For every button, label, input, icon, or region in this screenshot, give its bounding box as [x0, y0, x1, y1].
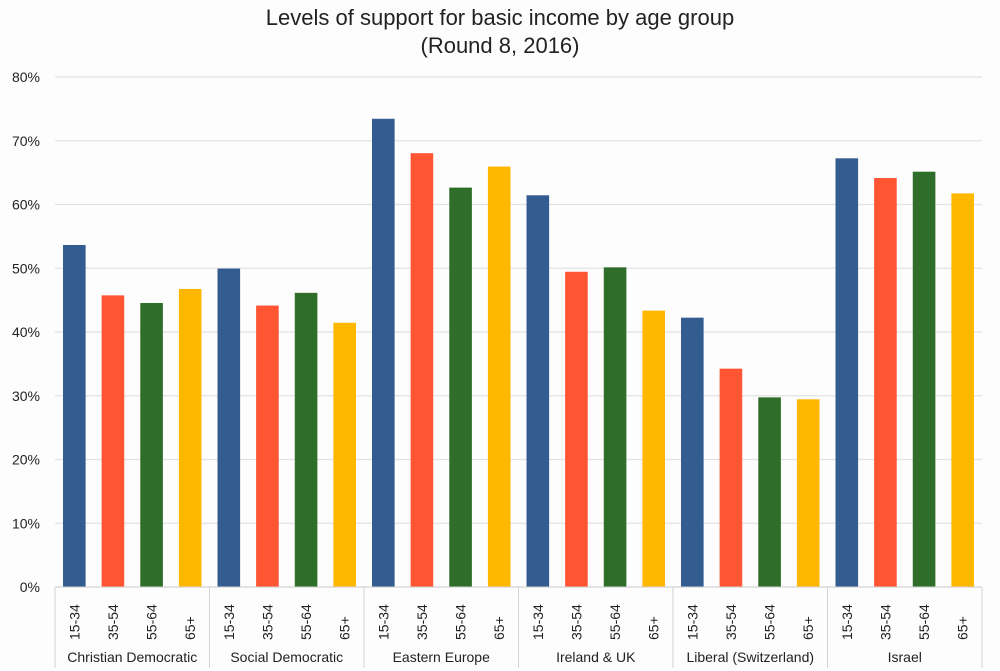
group-label: Christian Democratic: [67, 649, 197, 665]
bar-35-54: [256, 305, 279, 588]
bar-55-64: [449, 187, 472, 588]
x-tick-label: 15-34: [375, 604, 391, 640]
group-label: Social Democratic: [230, 649, 343, 665]
bars: [63, 118, 974, 588]
y-tick-label: 20%: [12, 452, 40, 468]
y-tick-label: 60%: [12, 197, 40, 213]
x-tick-label: 15-34: [66, 604, 82, 640]
x-tick-label: 65+: [800, 616, 816, 640]
bar-15-34: [681, 317, 704, 588]
group-label: Liberal (Switzerland): [686, 649, 814, 665]
x-tick-label: 65+: [491, 616, 507, 640]
y-tick-label: 0%: [20, 579, 40, 595]
x-tick-label: 15-34: [221, 604, 237, 640]
y-tick-label: 40%: [12, 324, 40, 340]
bar-35-54: [874, 178, 897, 588]
x-tick-label: 15-34: [530, 604, 546, 640]
x-tick-label: 15-34: [684, 604, 700, 640]
bar-55-64: [294, 292, 318, 588]
x-axis: 15-34 35-54 55-64 65+ Christian Democratic 15…: [54, 586, 983, 668]
bar-15-34: [526, 195, 550, 588]
bar-65+: [951, 193, 974, 588]
x-tick-label: 55-64: [916, 604, 932, 640]
bar-55-64: [758, 397, 781, 588]
bar-65+: [487, 166, 511, 588]
y-tick-label: 50%: [12, 260, 40, 276]
x-tick-label: 35-54: [723, 604, 739, 640]
group-label: Eastern Europe: [393, 649, 490, 665]
bar-35-54: [101, 295, 125, 588]
y-tick-label: 80%: [12, 69, 40, 85]
x-tick-label: 65+: [337, 616, 353, 640]
gridlines: [55, 76, 982, 588]
x-tick-label: 55-64: [607, 604, 623, 640]
x-tick-label: 55-64: [144, 604, 160, 640]
bar-65+: [642, 310, 665, 588]
bar-15-34: [835, 158, 859, 588]
bar-65+: [333, 322, 356, 588]
x-tick-label: 35-54: [105, 604, 121, 640]
y-tick-label: 30%: [12, 388, 40, 404]
x-tick-label: 55-64: [298, 604, 314, 640]
x-tick-label: 35-54: [877, 604, 893, 640]
x-tick-label: 35-54: [259, 604, 275, 640]
bar-55-64: [140, 303, 163, 588]
x-tick-label: 35-54: [414, 604, 430, 640]
chart-subtitle: (Round 8, 2016): [421, 33, 580, 58]
group-label: Ireland & UK: [556, 649, 636, 665]
bar-55-64: [603, 267, 627, 588]
bar-15-34: [372, 118, 395, 588]
chart-title: Levels of support for basic income by ag…: [266, 5, 734, 30]
x-tick-label: 65+: [182, 616, 198, 640]
x-tick-label: 15-34: [839, 604, 855, 640]
bar-65+: [796, 399, 820, 588]
bar-35-54: [719, 368, 743, 588]
group-label: Israel: [888, 649, 922, 665]
x-tick-label: 65+: [955, 616, 971, 640]
x-tick-label: 55-64: [453, 604, 469, 640]
y-tick-label: 70%: [12, 133, 40, 149]
bar-15-34: [63, 245, 86, 588]
bar-15-34: [217, 268, 241, 588]
y-tick-label: 10%: [12, 515, 40, 531]
x-tick-label: 55-64: [762, 604, 778, 640]
x-tick-label: 65+: [646, 616, 662, 640]
bar-55-64: [912, 171, 936, 588]
bar-35-54: [565, 271, 588, 588]
bar-35-54: [410, 153, 434, 588]
bar-65+: [178, 288, 202, 588]
y-axis-ticks: 0% 10% 20% 30% 40% 50% 60% 70% 80%: [12, 69, 40, 595]
x-tick-label: 35-54: [568, 604, 584, 640]
